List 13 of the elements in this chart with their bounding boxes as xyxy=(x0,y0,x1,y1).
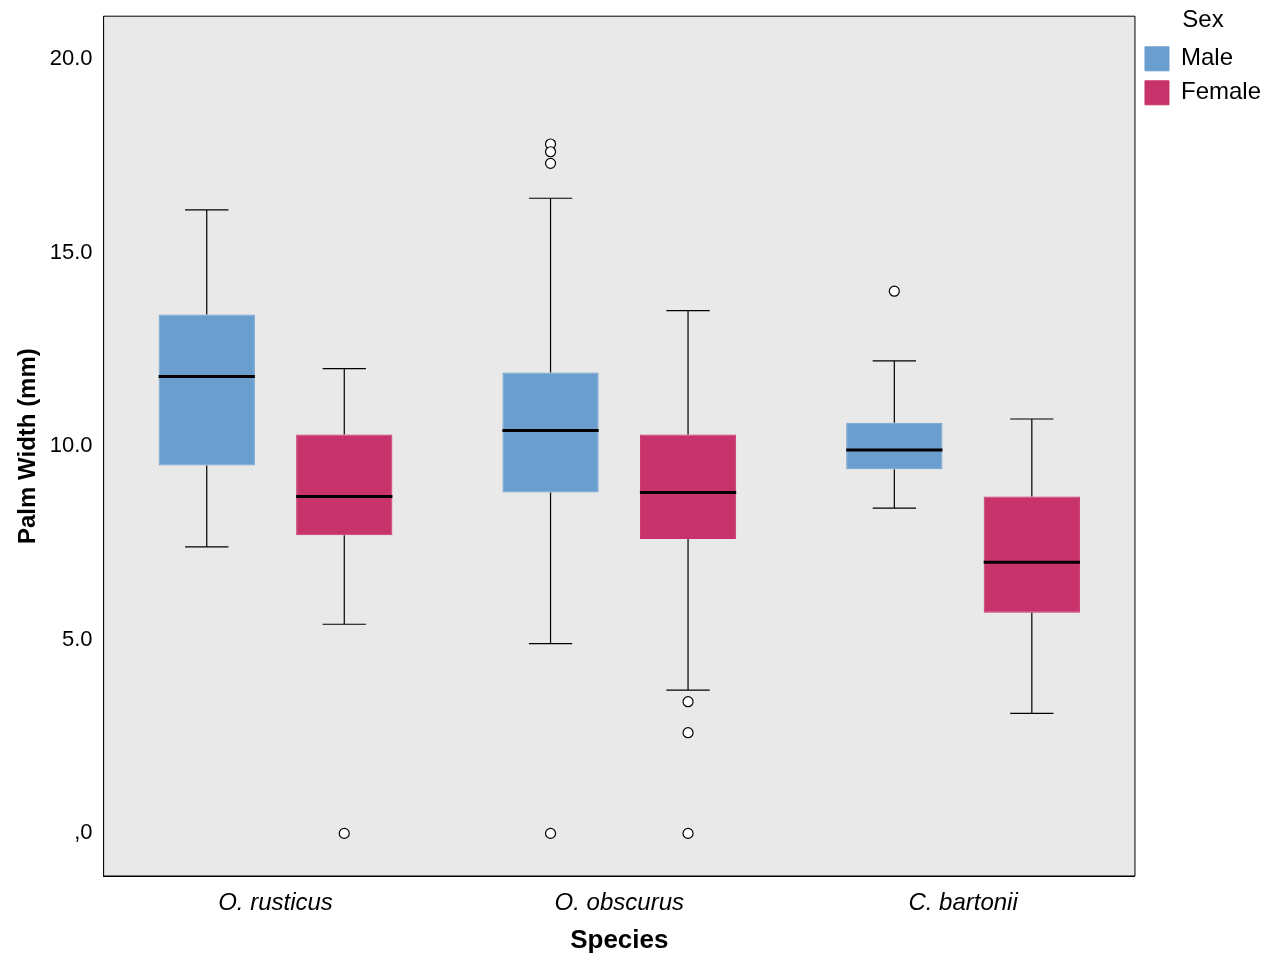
x-tick-label: O. rusticus xyxy=(218,888,333,916)
legend-title: Sex xyxy=(1182,4,1224,32)
y-axis-title: Palm Width (mm) xyxy=(13,348,41,544)
y-tick-label: 10.0 xyxy=(49,432,93,458)
legend-label: Male xyxy=(1180,43,1233,71)
legend-label: Female xyxy=(1180,77,1261,105)
x-tick-label: C. bartonii xyxy=(908,888,1019,916)
y-tick-label: 5.0 xyxy=(62,625,93,651)
y-tick-label: 20.0 xyxy=(49,44,93,70)
x-tick-label: O. obscurus xyxy=(554,888,684,916)
y-tick-label: 15.0 xyxy=(49,238,93,264)
x-axis-title: Species xyxy=(570,923,669,954)
y-tick-label: ,0 xyxy=(74,819,93,845)
